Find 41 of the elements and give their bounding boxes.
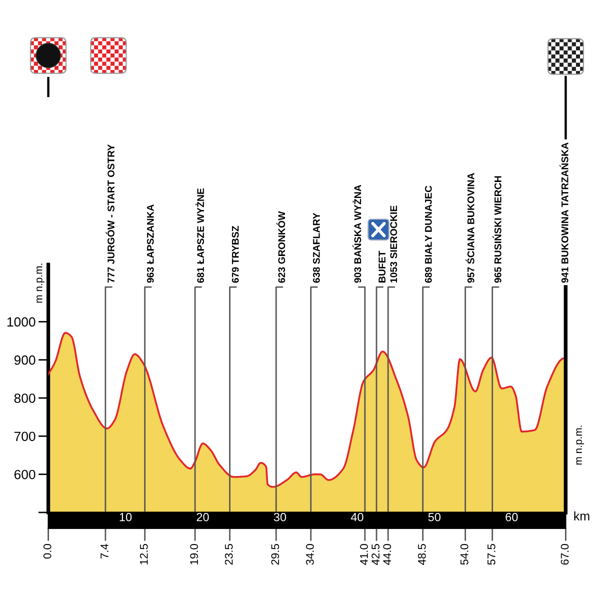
x2-tick-label: 67.0: [560, 544, 569, 565]
ref-line-label: 965 RUSIŃSKI WIERCH: [492, 176, 502, 283]
y2-axis-title: m n.p.m.: [576, 426, 584, 465]
x2-tick-label: 7.4: [100, 544, 108, 558]
x2-tick-label: 23.5: [224, 544, 233, 565]
y-tick-label: 900: [14, 355, 36, 365]
x2-tick-label: 54.0: [460, 544, 468, 565]
y-axis-title: m n.p.m.: [36, 264, 44, 303]
ref-line-label: 1053 SIEROCKIE: [390, 206, 398, 282]
ref-line-label: 903 BAŃSKA WYŻNA: [352, 184, 362, 283]
x-tick-label: 10: [120, 512, 132, 522]
x2-tick-label: 44.0: [383, 544, 392, 565]
ref-line-label: 963 ŁAPSZANKA: [146, 204, 154, 283]
ref-line-label: 638 SZAFLARY: [312, 212, 320, 283]
ref-line-label: 941 BUKOWINA TATRZAŃSKA: [560, 142, 568, 283]
y-tick-label: 800: [14, 394, 36, 403]
x2-tick-label: 42.5: [372, 544, 380, 565]
x2-tick-label: 57.5: [488, 544, 496, 565]
x2-tick-label: 19.0: [190, 544, 198, 564]
x-tick-label: 60: [506, 512, 518, 522]
x2-tick-label: 12.5: [140, 544, 148, 564]
ref-line-label: 623 GRONKÓW: [276, 211, 286, 283]
ref-line-label: 777 JURGÓW - START OSTRY: [106, 144, 114, 283]
x2-tick-label: 48.5: [418, 544, 426, 565]
ref-line-label: 689 BIAŁY DUNAJEC: [424, 186, 432, 283]
ref-line-label: BUFET: [378, 250, 386, 282]
y-tick-label: 700: [14, 432, 36, 442]
x2-tick-label: 0.0: [43, 544, 52, 559]
ref-line-label: 957 ŚCIANA BUKOVINA: [466, 172, 474, 283]
x-tick-label: 20: [196, 512, 209, 522]
x-tick-label: 50: [428, 512, 441, 522]
ref-line-label: 679 TRYBSZ: [232, 226, 239, 283]
x-tick-label: 30: [274, 512, 286, 522]
x-axis-title: km: [574, 511, 590, 520]
x2-tick-label: 41.0: [360, 544, 368, 565]
x2-tick-label: 34.0: [306, 544, 314, 565]
y-tick-label: 1000: [7, 317, 36, 327]
y-tick-label: 600: [14, 470, 36, 480]
x2-tick-label: 29.5: [271, 544, 280, 565]
ref-line-label: 681 ŁAPSZE WYŻNE: [196, 188, 204, 283]
x-tick-label: 40: [350, 512, 364, 522]
